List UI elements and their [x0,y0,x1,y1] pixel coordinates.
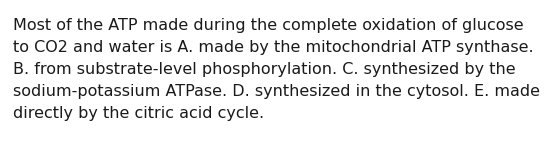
Text: Most of the ATP made during the complete oxidation of glucose: Most of the ATP made during the complete… [13,18,523,33]
Text: directly by the citric acid cycle.: directly by the citric acid cycle. [13,106,264,121]
Text: sodium-potassium ATPase. D. synthesized in the cytosol. E. made: sodium-potassium ATPase. D. synthesized … [13,84,540,99]
Text: to CO2 and water is A. made by the mitochondrial ATP synthase.: to CO2 and water is A. made by the mitoc… [13,40,533,55]
Text: B. from substrate-level phosphorylation. C. synthesized by the: B. from substrate-level phosphorylation.… [13,62,516,77]
